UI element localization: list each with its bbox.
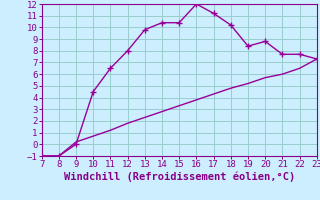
X-axis label: Windchill (Refroidissement éolien,°C): Windchill (Refroidissement éolien,°C) (64, 172, 295, 182)
